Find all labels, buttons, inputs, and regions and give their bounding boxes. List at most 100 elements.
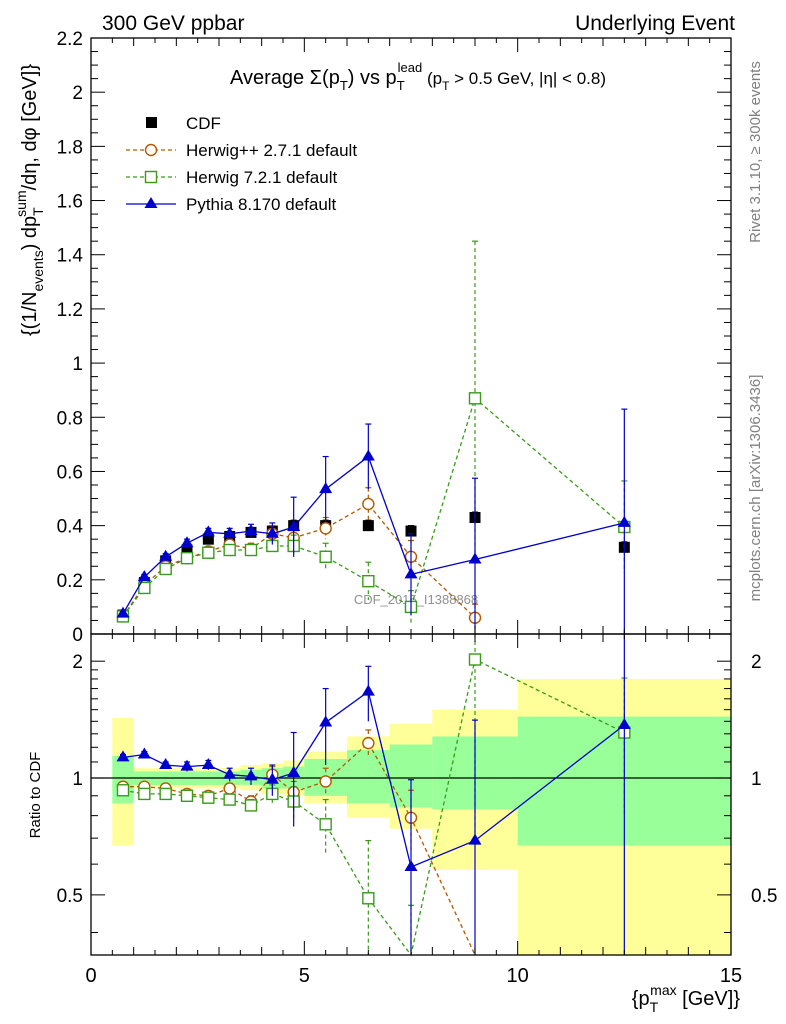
data-point bbox=[319, 818, 332, 831]
data-point bbox=[181, 544, 193, 556]
title-sub3: T bbox=[442, 79, 450, 93]
series-line bbox=[122, 455, 625, 615]
data-point bbox=[116, 606, 130, 618]
data-point bbox=[159, 787, 172, 801]
data-point bbox=[468, 653, 482, 666]
ylabel-sub-b: T bbox=[30, 207, 46, 216]
xlabel-a: {p bbox=[632, 988, 650, 1010]
data-point bbox=[202, 546, 215, 559]
data-point bbox=[319, 482, 333, 494]
ratio-y-tick-label: 1 bbox=[72, 769, 83, 790]
data-point bbox=[362, 520, 374, 532]
data-point bbox=[202, 533, 214, 545]
title-sub1: T bbox=[340, 78, 348, 93]
y-tick-label: 1.6 bbox=[57, 192, 83, 213]
data-point bbox=[468, 392, 482, 405]
y-tick-label: 2.2 bbox=[57, 29, 83, 50]
data-point bbox=[201, 525, 215, 537]
legend-label-cdf: CDF bbox=[186, 114, 221, 133]
data-point bbox=[319, 715, 333, 727]
data-point bbox=[159, 562, 172, 576]
ratio-y-tick-label-right: 0.5 bbox=[751, 886, 777, 907]
data-point bbox=[202, 791, 215, 804]
ratio-band-green bbox=[347, 750, 390, 804]
x-tick-label: 5 bbox=[299, 965, 310, 987]
ratio-panel: 0 5 10 15 0.5 0.5 1 1 2 2 Ratio to CDF {pTmax [Ge… bbox=[27, 633, 777, 1015]
data-point bbox=[223, 767, 237, 779]
legend-entry-herwigpp: Herwig++ 2.7.1 default bbox=[126, 141, 357, 160]
ratio-series-group bbox=[116, 633, 631, 957]
ratio-y-tick-label: 0.5 bbox=[57, 886, 83, 907]
data-point bbox=[265, 772, 279, 784]
series-line bbox=[122, 658, 625, 957]
x-tick-label: 0 bbox=[85, 965, 96, 987]
ratio-xlabel: {pTmax [GeV]} bbox=[632, 982, 741, 1015]
data-point bbox=[404, 859, 418, 871]
data-point bbox=[244, 799, 258, 812]
legend-label-pythia: Pythia 8.170 default bbox=[186, 195, 337, 214]
data-point bbox=[405, 525, 417, 537]
data-point bbox=[201, 758, 215, 770]
chart-title: Average Σ(pT) vs pTlead (pT > 0.5 GeV, |… bbox=[230, 60, 606, 93]
legend-label-herwigpp: Herwig++ 2.7.1 default bbox=[186, 141, 357, 160]
ratio-series-pythia-8-170-default bbox=[116, 633, 631, 955]
data-point bbox=[180, 789, 194, 802]
legend: CDF Herwig++ 2.7.1 default Herwig 7.2.1 … bbox=[126, 114, 357, 214]
x-tick-label: 15 bbox=[720, 965, 742, 987]
data-point bbox=[244, 769, 258, 781]
y-tick-label: 1.8 bbox=[57, 137, 83, 158]
energy-label: 300 GeV ppbar bbox=[102, 12, 244, 35]
ylabel-sub-a: events bbox=[30, 250, 46, 291]
xlabel-sup: max bbox=[650, 982, 676, 998]
watermark: CDF_2015_I1388868 bbox=[354, 592, 478, 607]
data-point bbox=[361, 684, 375, 696]
xlabel-sub: T bbox=[650, 999, 659, 1015]
data-point bbox=[617, 515, 631, 527]
data-point bbox=[265, 526, 279, 538]
ratio-y-tick-label: 2 bbox=[72, 652, 83, 673]
x-tick-label: 10 bbox=[507, 965, 529, 987]
process-label: Underlying Event bbox=[575, 12, 735, 35]
main-series-pythia-8-170-default bbox=[116, 408, 631, 634]
ratio-ylabel: Ratio to CDF bbox=[27, 752, 44, 839]
data-point bbox=[287, 766, 301, 778]
title-post: (p bbox=[422, 69, 442, 88]
data-point bbox=[159, 758, 173, 770]
title-sigma: Σ(p bbox=[310, 67, 340, 89]
y-tick-label: 2 bbox=[72, 83, 83, 104]
legend-entry-pythia: Pythia 8.170 default bbox=[126, 195, 337, 214]
y-tick-label: 0.6 bbox=[57, 462, 83, 483]
data-point bbox=[244, 524, 258, 536]
title-sup2: lead bbox=[398, 60, 423, 75]
data-point bbox=[180, 551, 194, 565]
data-point bbox=[362, 574, 375, 588]
legend-marker-herwigpp bbox=[144, 143, 158, 157]
ratio-axes: 0 5 10 15 0.5 0.5 1 1 2 2 bbox=[57, 633, 777, 987]
data-point bbox=[468, 833, 482, 845]
data-point bbox=[319, 550, 332, 563]
ylabel-a: {(1/N bbox=[19, 292, 41, 336]
title-pre: Average bbox=[230, 67, 310, 89]
main-axes: 0 0.2 0.4 0.6 0.8 1 1.2 1.4 1.6 1.8 2 2.2 bbox=[57, 29, 732, 646]
data-point bbox=[404, 567, 418, 579]
data-point bbox=[362, 736, 375, 750]
main-panel: CDF_2015_I1388868 0 0.2 0.4 0.6 0.8 1 1.2 1.4 1.… bbox=[13, 29, 732, 646]
data-point bbox=[617, 717, 631, 729]
series-line bbox=[122, 397, 625, 617]
data-point bbox=[362, 497, 375, 511]
data-point bbox=[319, 522, 332, 535]
data-point bbox=[223, 793, 236, 806]
legend-marker-pythia bbox=[144, 197, 158, 208]
data-point bbox=[180, 536, 194, 548]
xlabel-b: [GeV]} bbox=[677, 988, 741, 1010]
main-series-group bbox=[116, 240, 631, 634]
legend-marker-cdf bbox=[146, 117, 157, 128]
data-point bbox=[362, 892, 375, 905]
data-point bbox=[223, 543, 236, 557]
data-point bbox=[137, 570, 151, 582]
data-point bbox=[116, 784, 130, 797]
data-point bbox=[361, 449, 375, 461]
data-point bbox=[180, 759, 194, 771]
title-mid: ) vs p bbox=[348, 67, 397, 89]
